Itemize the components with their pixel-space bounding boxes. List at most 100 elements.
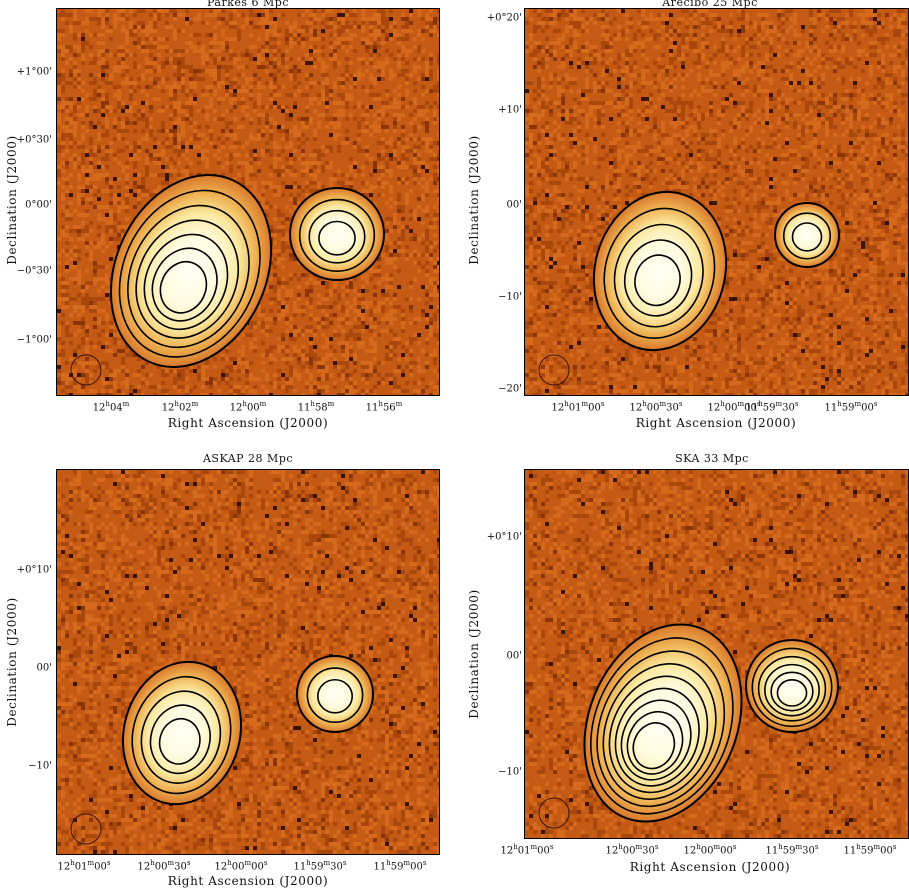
hi-intensity-map: [525, 9, 908, 395]
contour-line: [131, 675, 232, 795]
galaxy-emission: [774, 202, 840, 268]
y-tick-label: +0°10': [486, 531, 522, 543]
contour-line: [118, 189, 261, 358]
x-axis-label: Right Ascension (J2000): [167, 874, 329, 888]
y-tick-label: +0°10': [16, 564, 52, 576]
contour-line: [623, 239, 693, 317]
contour-line: [149, 704, 211, 775]
galaxy-emission: [109, 173, 273, 369]
contour-line: [590, 637, 734, 815]
contour-line: [592, 190, 728, 352]
x-tick-label: 11h59m30s: [745, 400, 799, 414]
contour-line: [776, 678, 808, 707]
hi-intensity-map: [57, 9, 439, 395]
y-tick-label: −1°00': [16, 334, 52, 346]
beam-circle: [70, 354, 102, 386]
y-tick-label: 00': [36, 662, 52, 674]
noise-texture: [57, 470, 439, 854]
x-axis-label: Right Ascension (J2000): [629, 860, 791, 874]
contour-line: [318, 220, 356, 256]
y-axis-label: Declination (J2000): [5, 597, 19, 727]
beam-circle: [538, 797, 570, 829]
galaxy-emission: [592, 190, 728, 352]
hi-intensity-map: [57, 470, 439, 854]
contour-line: [626, 710, 684, 775]
x-tick-label: 12h01m00s: [551, 400, 605, 414]
y-axis-label: Declination (J2000): [467, 589, 481, 719]
y-tick-label: +0°30': [16, 134, 52, 146]
x-tick-label: 12h00m00s: [707, 400, 761, 414]
x-tick-label: 12h00m00s: [683, 843, 737, 857]
contour-line: [306, 667, 364, 724]
image-frame: [524, 469, 909, 839]
x-tick-label: 12h00m30s: [605, 843, 659, 857]
y-axis-label: Declination (J2000): [467, 135, 481, 265]
image-frame: [56, 8, 440, 396]
contour-line: [613, 223, 704, 328]
contour-line: [602, 663, 717, 800]
contour-line: [140, 690, 222, 784]
contour-line: [135, 219, 240, 339]
x-tick-label: 11h59m00s: [373, 859, 427, 873]
galaxy-emission: [121, 660, 243, 806]
galaxy-emission: [289, 187, 385, 281]
contour-line: [298, 198, 376, 273]
galaxy-emission: [296, 655, 374, 733]
panel-title: Parkes 6 Mpc: [206, 0, 290, 9]
y-tick-label: 0°00': [25, 199, 52, 211]
galaxy-emission: [583, 623, 743, 823]
beam-circle: [538, 354, 570, 386]
contour-line: [608, 675, 709, 794]
x-tick-label: 11h56m: [365, 400, 403, 414]
y-tick-label: −0°30': [16, 265, 52, 277]
contour-line: [603, 207, 716, 339]
contour-line: [296, 655, 374, 733]
contour-line: [308, 209, 366, 264]
contour-line: [634, 254, 681, 307]
noise-texture: [57, 9, 439, 395]
contour-line: [121, 660, 243, 806]
contour-line: [620, 699, 692, 781]
image-frame: [524, 8, 909, 396]
contour-line: [127, 204, 250, 349]
x-tick-label: 12h04m: [92, 400, 130, 414]
contour-line: [151, 247, 218, 322]
x-tick-label: 12h01m00s: [57, 859, 111, 873]
x-tick-label: 11h58m: [297, 400, 335, 414]
contour-line: [782, 212, 832, 260]
y-tick-label: +1°00': [16, 66, 52, 78]
y-tick-label: −10': [498, 291, 522, 303]
y-tick-label: −20': [498, 383, 522, 395]
contour-line: [583, 623, 743, 823]
x-tick-label: 12h00m30s: [137, 859, 191, 873]
x-tick-label: 12h00m00s: [214, 859, 268, 873]
image-frame: [56, 469, 440, 855]
contour-line: [109, 173, 273, 369]
x-tick-label: 11h59m00s: [824, 400, 878, 414]
panel-title: SKA 33 Mpc: [675, 452, 749, 465]
y-tick-label: 00': [506, 650, 522, 662]
x-axis-label: Right Ascension (J2000): [167, 416, 329, 430]
hi-intensity-map: [525, 470, 908, 838]
y-tick-label: +10': [498, 104, 522, 116]
contour-line: [596, 650, 726, 808]
contour-line: [289, 187, 385, 281]
y-tick-label: −10': [498, 766, 522, 778]
contour-line: [614, 687, 700, 787]
y-tick-label: 00': [506, 199, 522, 211]
contour-line: [791, 222, 823, 252]
x-tick-label: 12h02m: [161, 400, 199, 414]
x-tick-label: 11h59m00s: [843, 843, 897, 857]
x-tick-label: 11h59m30s: [293, 859, 347, 873]
contour-line: [770, 671, 814, 712]
contour-line: [316, 678, 354, 714]
contour-line: [751, 647, 833, 728]
contour-line: [757, 655, 827, 722]
x-tick-label: 12h00m: [229, 400, 267, 414]
contour-line: [745, 639, 839, 733]
beam-circle: [70, 813, 102, 845]
contour-line: [143, 233, 229, 331]
contour-line: [774, 202, 840, 268]
y-axis-label: Declination (J2000): [5, 135, 19, 265]
galaxy-emission: [745, 639, 839, 733]
